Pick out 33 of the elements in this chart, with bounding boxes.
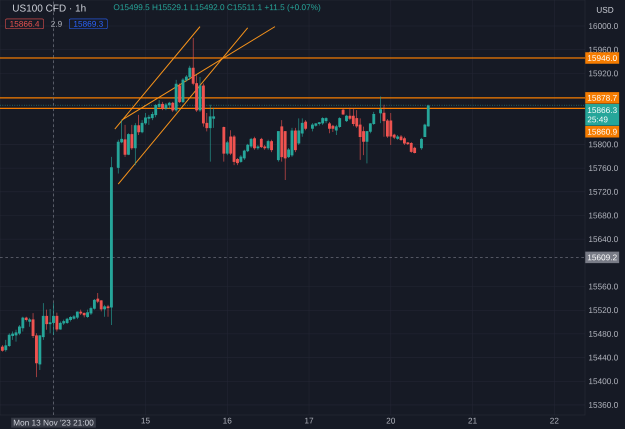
- text: 25:49: [588, 116, 608, 122]
- x-tick-label: 16: [223, 418, 232, 424]
- ref-line-label: 15946.0: [588, 55, 617, 61]
- text: USD: [596, 6, 614, 13]
- x-tick-label: 17: [305, 418, 314, 424]
- y-tick-label: 15960.0: [589, 46, 618, 53]
- y-tick-label: 15680.0: [589, 212, 618, 218]
- y-tick-label: 15440.0: [589, 354, 618, 361]
- y-tick-label: 15800.0: [589, 142, 618, 148]
- x-tick-label: 15: [142, 418, 150, 424]
- y-tick-label: 16000.0: [589, 23, 618, 29]
- ref-line-label: 15866.3: [588, 107, 617, 114]
- x-tick-label: 20: [386, 418, 396, 424]
- y-tick-label: 15640.0: [589, 236, 618, 242]
- annotation: 15869.3: [74, 20, 103, 27]
- chart-title: US100 CFD · 1h: [13, 4, 86, 12]
- x-tick-label: 22: [550, 418, 559, 424]
- y-tick-label: 15720.0: [589, 188, 618, 195]
- x-tick-label: 21: [468, 418, 477, 424]
- y-tick-label: 15480.0: [589, 330, 618, 337]
- x-tick-label: Mon 13 Nov '23 21:00: [14, 420, 94, 426]
- annotation: 15866.4: [10, 20, 40, 27]
- y-tick-label: 15360.0: [589, 402, 618, 408]
- annotation: O15499.5 H15529.1 L15492.0 C15511.1 +11.5 (+0.07%): [114, 4, 320, 12]
- y-tick-label: 15920.0: [589, 70, 618, 76]
- y-tick-label: 15760.0: [589, 165, 618, 172]
- ref-line-label: 15878.7: [588, 94, 617, 101]
- y-tick-label: 15520.0: [589, 307, 618, 314]
- annotation: 2.9: [51, 20, 62, 27]
- y-tick-label: 15560.0: [589, 284, 618, 290]
- y-tick-label: 15400.0: [589, 378, 618, 384]
- ref-line-label: 15609.2: [588, 254, 617, 260]
- ref-line-label: 15860.9: [588, 128, 617, 135]
